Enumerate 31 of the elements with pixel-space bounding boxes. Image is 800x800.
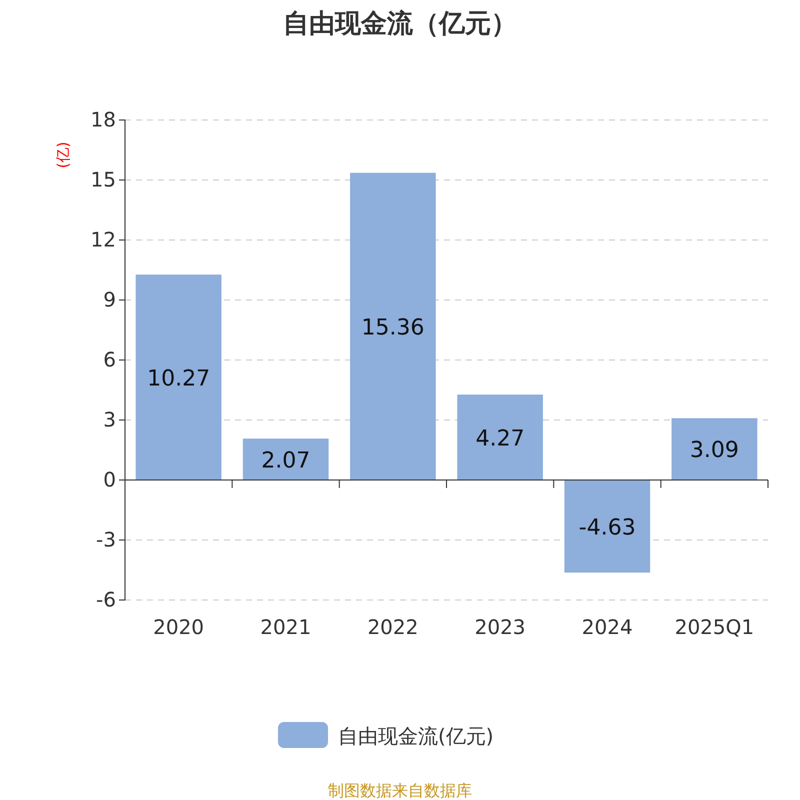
y-tick-label: 0 xyxy=(103,467,116,492)
bar xyxy=(564,480,650,573)
y-tick-label: -6 xyxy=(96,587,116,612)
x-tick-label: 2021 xyxy=(260,615,312,639)
chart-title: 自由现金流（亿元） xyxy=(283,9,517,39)
bar xyxy=(136,274,222,480)
y-tick-label: 12 xyxy=(90,227,116,252)
y-tick-label: 9 xyxy=(103,287,116,312)
y-tick-label: 3 xyxy=(103,407,116,432)
y-tick-label: 15 xyxy=(90,167,116,192)
x-tick-label: 2024 xyxy=(582,615,633,639)
bar xyxy=(242,438,329,480)
y-axis-title: (亿) xyxy=(54,142,72,168)
data-label: 4.27 xyxy=(476,426,525,452)
data-label: 3.09 xyxy=(690,438,739,464)
legend-label: 自由现金流(亿元) xyxy=(338,724,494,748)
text: 制图数据来自数据库 xyxy=(328,781,472,800)
y-tick-label: -3 xyxy=(96,527,116,552)
y-tick-label: 6 xyxy=(103,347,116,372)
data-label: -4.63 xyxy=(578,515,636,540)
x-tick-label: 2020 xyxy=(153,615,204,639)
bar xyxy=(672,418,758,480)
y-tick-label: 18 xyxy=(90,107,116,132)
data-label: 2.07 xyxy=(261,448,310,474)
x-tick-label: 2023 xyxy=(474,615,526,639)
x-tick-label: 2025Q1 xyxy=(674,615,754,639)
data-label: 10.27 xyxy=(147,366,210,392)
bar xyxy=(457,394,543,480)
data-label: 15.36 xyxy=(361,315,424,340)
x-tick-label: 2022 xyxy=(367,615,418,639)
bar xyxy=(350,172,436,480)
